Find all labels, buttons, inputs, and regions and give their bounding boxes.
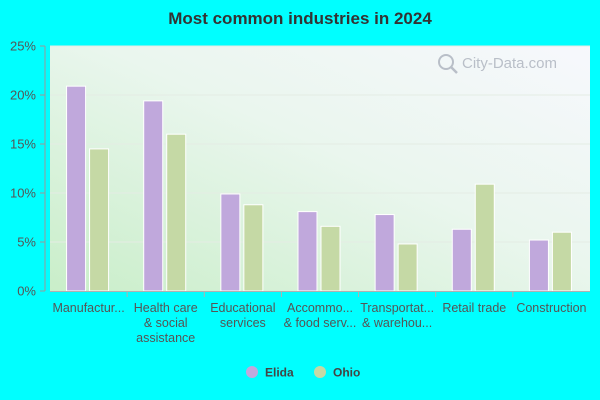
bar-ohio <box>243 204 264 292</box>
x-axis: Manufactur... Health care & social assistan… <box>50 291 590 345</box>
y-tick-label: 0% <box>17 284 36 299</box>
bar-elida <box>66 85 87 292</box>
bar-elida <box>220 193 241 292</box>
bar-ohio <box>320 225 341 292</box>
y-axis: 0% 5% 10% 15% 20% 25% <box>10 39 46 299</box>
grid-lines <box>50 45 590 243</box>
x-tick-label: Educational services <box>210 301 275 330</box>
bar-ohio <box>89 148 110 292</box>
bar-ohio <box>166 133 187 292</box>
x-tick-label: Health care & social assistance <box>134 301 198 345</box>
bar-elida <box>297 211 318 292</box>
bars <box>66 85 572 292</box>
plot-area <box>50 46 590 291</box>
legend-swatch-elida <box>246 366 258 378</box>
y-tick-label: 25% <box>10 39 36 54</box>
bar-ohio <box>551 231 572 292</box>
x-tick-label: Transportat... & warehou... <box>360 301 434 330</box>
y-tick-label: 10% <box>10 186 36 201</box>
legend-label-ohio: Ohio <box>333 366 360 380</box>
y-tick-label: 15% <box>10 137 36 152</box>
bar-ohio <box>474 183 495 292</box>
legend-label-elida: Elida <box>265 366 294 380</box>
watermark-text: City-Data.com <box>462 55 557 72</box>
legend-swatch-ohio <box>314 366 326 378</box>
legend: Elida Ohio <box>246 366 360 380</box>
bar-ohio <box>397 243 418 292</box>
bar-elida <box>143 100 164 292</box>
bar-elida <box>374 214 395 292</box>
watermark: City-Data.com <box>438 54 557 74</box>
y-tick-label: 5% <box>17 235 36 250</box>
y-tick-label: 20% <box>10 88 36 103</box>
bar-elida <box>528 239 549 292</box>
x-tick-label: Retail trade <box>442 301 506 315</box>
chart-title: Most common industries in 2024 <box>168 9 432 28</box>
watermark-search-icon <box>438 54 458 74</box>
bar-elida <box>451 228 472 292</box>
x-tick-label: Manufactur... <box>52 301 124 315</box>
x-tick-label: Accommo... & food serv... <box>284 301 357 330</box>
x-tick-label: Construction <box>516 301 586 315</box>
